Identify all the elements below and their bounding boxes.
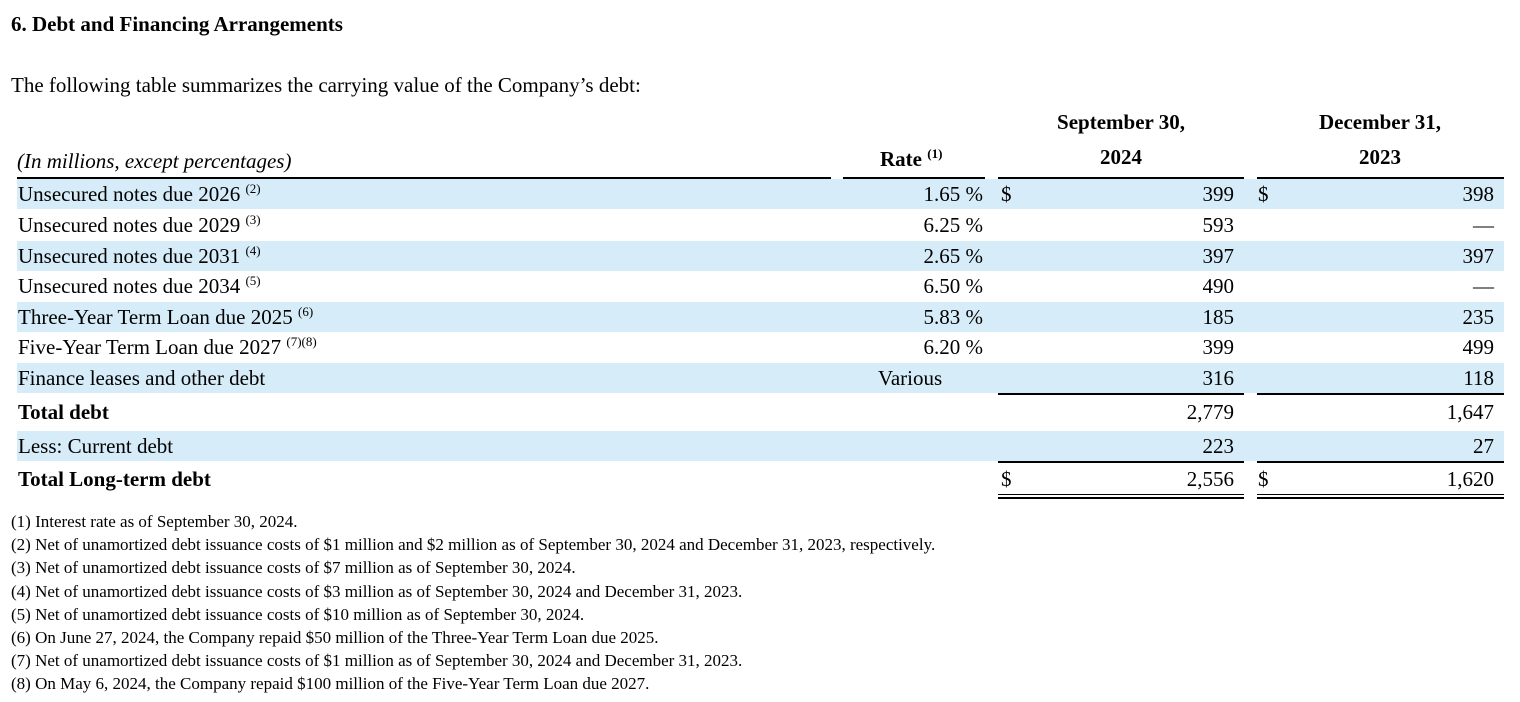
intro-text: The following table summarizes the carry… xyxy=(11,73,641,97)
row-rate: 2.65 % xyxy=(923,244,984,268)
table-row-total: Total debt 2,779 1,647 xyxy=(17,397,1504,427)
col-header-dec-line1: December 31, xyxy=(1318,110,1442,134)
footnote: (6) On June 27, 2024, the Company repaid… xyxy=(11,628,659,648)
row-rate: 6.50 % xyxy=(923,274,984,298)
col-header-sep-line1: September 30, xyxy=(1057,110,1185,134)
row-note: (3) xyxy=(245,212,261,227)
table-row: Less: Current debt 223 27 xyxy=(17,431,1504,461)
row-label: Finance leases and other debt xyxy=(18,366,266,390)
rate-header-note: (1) xyxy=(927,146,943,161)
row-note: (4) xyxy=(245,243,261,258)
row-dollar-2023: $ xyxy=(1258,182,1269,206)
row-value-2024: 316 xyxy=(1202,366,1235,390)
row-note: (6) xyxy=(298,304,314,319)
subtotal-rule-sep xyxy=(998,393,1244,395)
footnote: (5) Net of unamortized debt issuance cos… xyxy=(11,604,585,624)
row-value-2023: 235 xyxy=(1462,305,1495,329)
table-row: Five-Year Term Loan due 2027 (7)(8) 6.20… xyxy=(17,332,1504,362)
double-rule-dec-top xyxy=(1257,494,1504,495)
col-header-dec-line2: 2023 xyxy=(1359,145,1401,169)
row-label: Three-Year Term Loan due 2025 xyxy=(18,305,293,329)
row-value-2023: 27 xyxy=(1473,434,1494,458)
row-note: (5) xyxy=(245,273,261,288)
row-label: Unsecured notes due 2034 xyxy=(18,274,241,298)
col-header-rate: Rate (1) xyxy=(880,147,942,172)
row-value-2023: — xyxy=(1473,274,1494,298)
row-label: Unsecured notes due 2031 xyxy=(18,244,241,268)
header-rule-rate xyxy=(843,177,985,179)
units-note: (In millions, except percentages) xyxy=(17,149,292,173)
row-label: Less: Current debt xyxy=(18,434,174,458)
row-value-2023: 398 xyxy=(1462,182,1495,206)
row-value-2024: 2,779 xyxy=(1186,400,1234,424)
footnote: (8) On May 6, 2024, the Company repaid $… xyxy=(11,674,650,694)
row-rate: 6.25 % xyxy=(923,213,984,237)
footnote: (3) Net of unamortized debt issuance cos… xyxy=(11,558,576,578)
total-rule-dec xyxy=(1257,461,1504,463)
double-rule-dec-bottom xyxy=(1257,497,1504,499)
row-note: (7)(8) xyxy=(286,334,317,349)
row-rate: 5.83 % xyxy=(923,305,984,329)
col-header-sep-2024: September 30, 2024 xyxy=(1000,110,1242,170)
row-dollar-2024: $ xyxy=(1001,467,1012,491)
row-value-2024: 399 xyxy=(1202,335,1235,359)
table-row: Unsecured notes due 2034 (5) 6.50 % 490 … xyxy=(17,271,1504,301)
table-row: Unsecured notes due 2029 (3) 6.25 % 593 … xyxy=(17,210,1504,240)
row-rate: 6.20 % xyxy=(923,335,984,359)
row-value-2023: 1,647 xyxy=(1446,400,1494,424)
row-value-2023: 1,620 xyxy=(1446,467,1494,491)
row-dollar-2023: $ xyxy=(1258,467,1269,491)
row-value-2024: 2,556 xyxy=(1186,467,1234,491)
row-label: Total debt xyxy=(18,400,109,424)
section-title: 6. Debt and Financing Arrangements xyxy=(11,12,343,36)
header-rule-sep xyxy=(998,177,1244,179)
row-value-2024: 490 xyxy=(1202,274,1235,298)
row-value-2024: 593 xyxy=(1202,213,1235,237)
footnote: (7) Net of unamortized debt issuance cos… xyxy=(11,651,743,671)
table-row-total: Total Long-term debt $ 2,556 $ 1,620 xyxy=(17,464,1504,494)
double-rule-sep-top xyxy=(998,494,1244,495)
row-label: Five-Year Term Loan due 2027 xyxy=(18,335,282,359)
row-value-2024: 397 xyxy=(1202,244,1235,268)
table-row: Finance leases and other debt Various 31… xyxy=(17,363,1504,393)
total-rule-sep xyxy=(998,461,1244,463)
row-value-2023: 118 xyxy=(1463,366,1494,390)
footnotes: (1) Interest rate as of September 30, 20… xyxy=(11,510,935,696)
footnote: (2) Net of unamortized debt issuance cos… xyxy=(11,535,936,555)
row-dollar-2024: $ xyxy=(1001,182,1012,206)
rate-header-label: Rate xyxy=(880,147,922,171)
row-value-2024: 185 xyxy=(1202,305,1235,329)
table-row: Unsecured notes due 2026 (2) 1.65 % $ 39… xyxy=(17,179,1504,209)
row-value-2023: 397 xyxy=(1462,244,1495,268)
subtotal-rule-dec xyxy=(1257,393,1504,395)
row-label: Total Long-term debt xyxy=(18,467,211,491)
row-label: Unsecured notes due 2029 xyxy=(18,213,241,237)
row-value-2024: 223 xyxy=(1202,434,1235,458)
row-note: (2) xyxy=(245,181,261,196)
row-value-2023: 499 xyxy=(1462,335,1495,359)
table-row: Unsecured notes due 2031 (4) 2.65 % 397 … xyxy=(17,241,1504,271)
double-rule-sep-bottom xyxy=(998,497,1244,499)
row-label: Unsecured notes due 2026 xyxy=(18,182,241,206)
footnote: (4) Net of unamortized debt issuance cos… xyxy=(11,581,743,601)
row-rate: Various xyxy=(878,366,943,390)
col-header-sep-line2: 2024 xyxy=(1100,145,1142,169)
header-rule-label xyxy=(17,177,831,179)
col-header-dec-2023: December 31, 2023 xyxy=(1258,110,1502,170)
footnote: (1) Interest rate as of September 30, 20… xyxy=(11,512,298,531)
row-value-2024: 399 xyxy=(1202,182,1235,206)
row-rate: 1.65 % xyxy=(923,182,984,206)
header-rule-dec xyxy=(1257,177,1504,179)
row-value-2023: — xyxy=(1473,213,1494,237)
table-row: Three-Year Term Loan due 2025 (6) 5.83 %… xyxy=(17,302,1504,332)
